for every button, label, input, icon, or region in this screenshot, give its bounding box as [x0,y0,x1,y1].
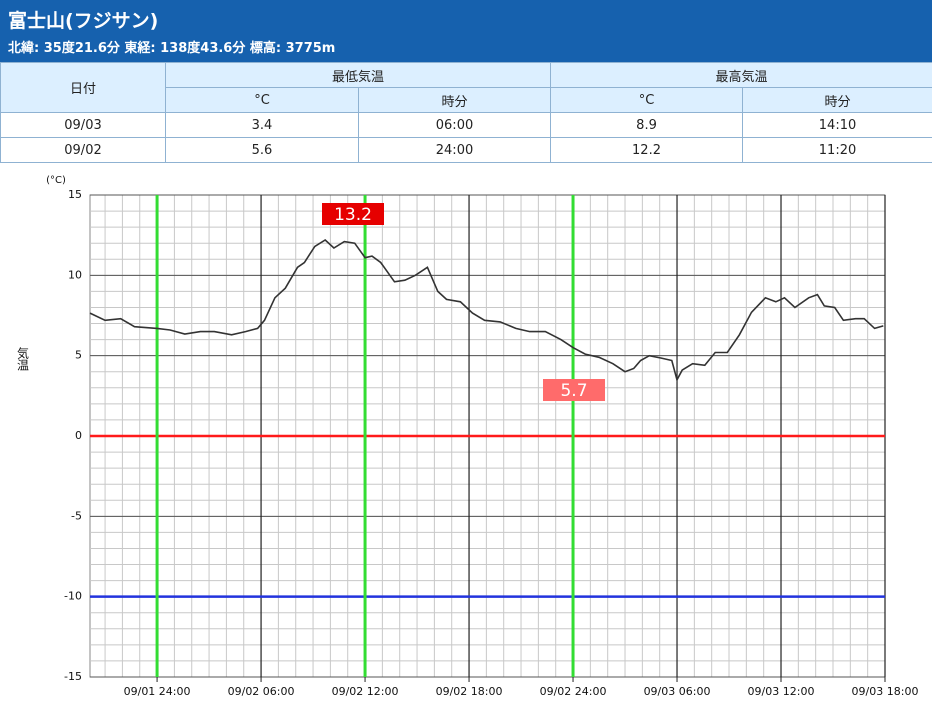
cell: 3.4 [165,112,359,138]
header-cell: 最高気温 [550,62,932,88]
y-tick-label: 0 [75,429,82,442]
cell: 11:20 [742,137,932,163]
cell: 09/02 [0,137,166,163]
y-tick-label: 10 [68,268,82,281]
y-tick-label: 5 [75,349,82,362]
cell: 5.6 [165,137,359,163]
chart: (°C) 気温 -15 -10 -5 0 5 10 15 09/01 24:00 09/02 0… [16,175,919,698]
annotation-label: 13.2 [334,205,372,225]
y-tick-label: -15 [64,670,82,683]
header-cell: 最低気温 [164,62,552,88]
annotation-box [543,379,605,401]
annotation-label: 5.7 [560,381,587,401]
cell: 09/03 [0,112,166,138]
cell: 06:00 [357,112,552,138]
header-cell: 日付 [0,62,166,113]
subheader-cell: °C [550,87,744,113]
x-tick-label: 09/03 12:00 [748,685,815,698]
cell: 8.9 [550,112,744,138]
y-tick-label: 15 [68,188,82,201]
cell: 14:10 [742,112,932,138]
x-tick-label: 09/03 06:00 [644,685,711,698]
cell: 12.2 [550,137,744,163]
station-title: 富士山(フジサン) [8,10,159,32]
x-tick-label: 09/02 12:00 [332,685,399,698]
station-subtitle: 北緯: 35度21.6分 東経: 138度43.6分 標高: 3775m [8,41,336,56]
subheader-cell: 時分 [742,87,932,113]
x-tick-label: 09/02 06:00 [228,685,295,698]
x-tick-label: 09/02 18:00 [436,685,503,698]
cell: 24:00 [357,137,552,163]
x-tick-label: 09/03 18:00 [852,685,919,698]
x-tick-label: 09/01 24:00 [124,685,191,698]
station-header: 富士山(フジサン) 北緯: 35度21.6分 東経: 138度43.6分 標高:… [0,0,932,62]
temperature-table: 日付 最低気温 最高気温 °C 時分 °C 時分 09/03 3.4 06:00… [0,62,932,163]
x-tick-label: 09/02 24:00 [540,685,607,698]
subheader-cell: °C [165,87,359,113]
y-axis-label: 気温 [16,346,30,371]
temperature-line [89,239,884,382]
y-unit: (°C) [46,175,66,186]
y-tick-label: -5 [71,509,82,522]
subheader-cell: 時分 [357,87,552,113]
y-tick-label: -10 [64,590,82,603]
annotation-box [322,203,384,225]
